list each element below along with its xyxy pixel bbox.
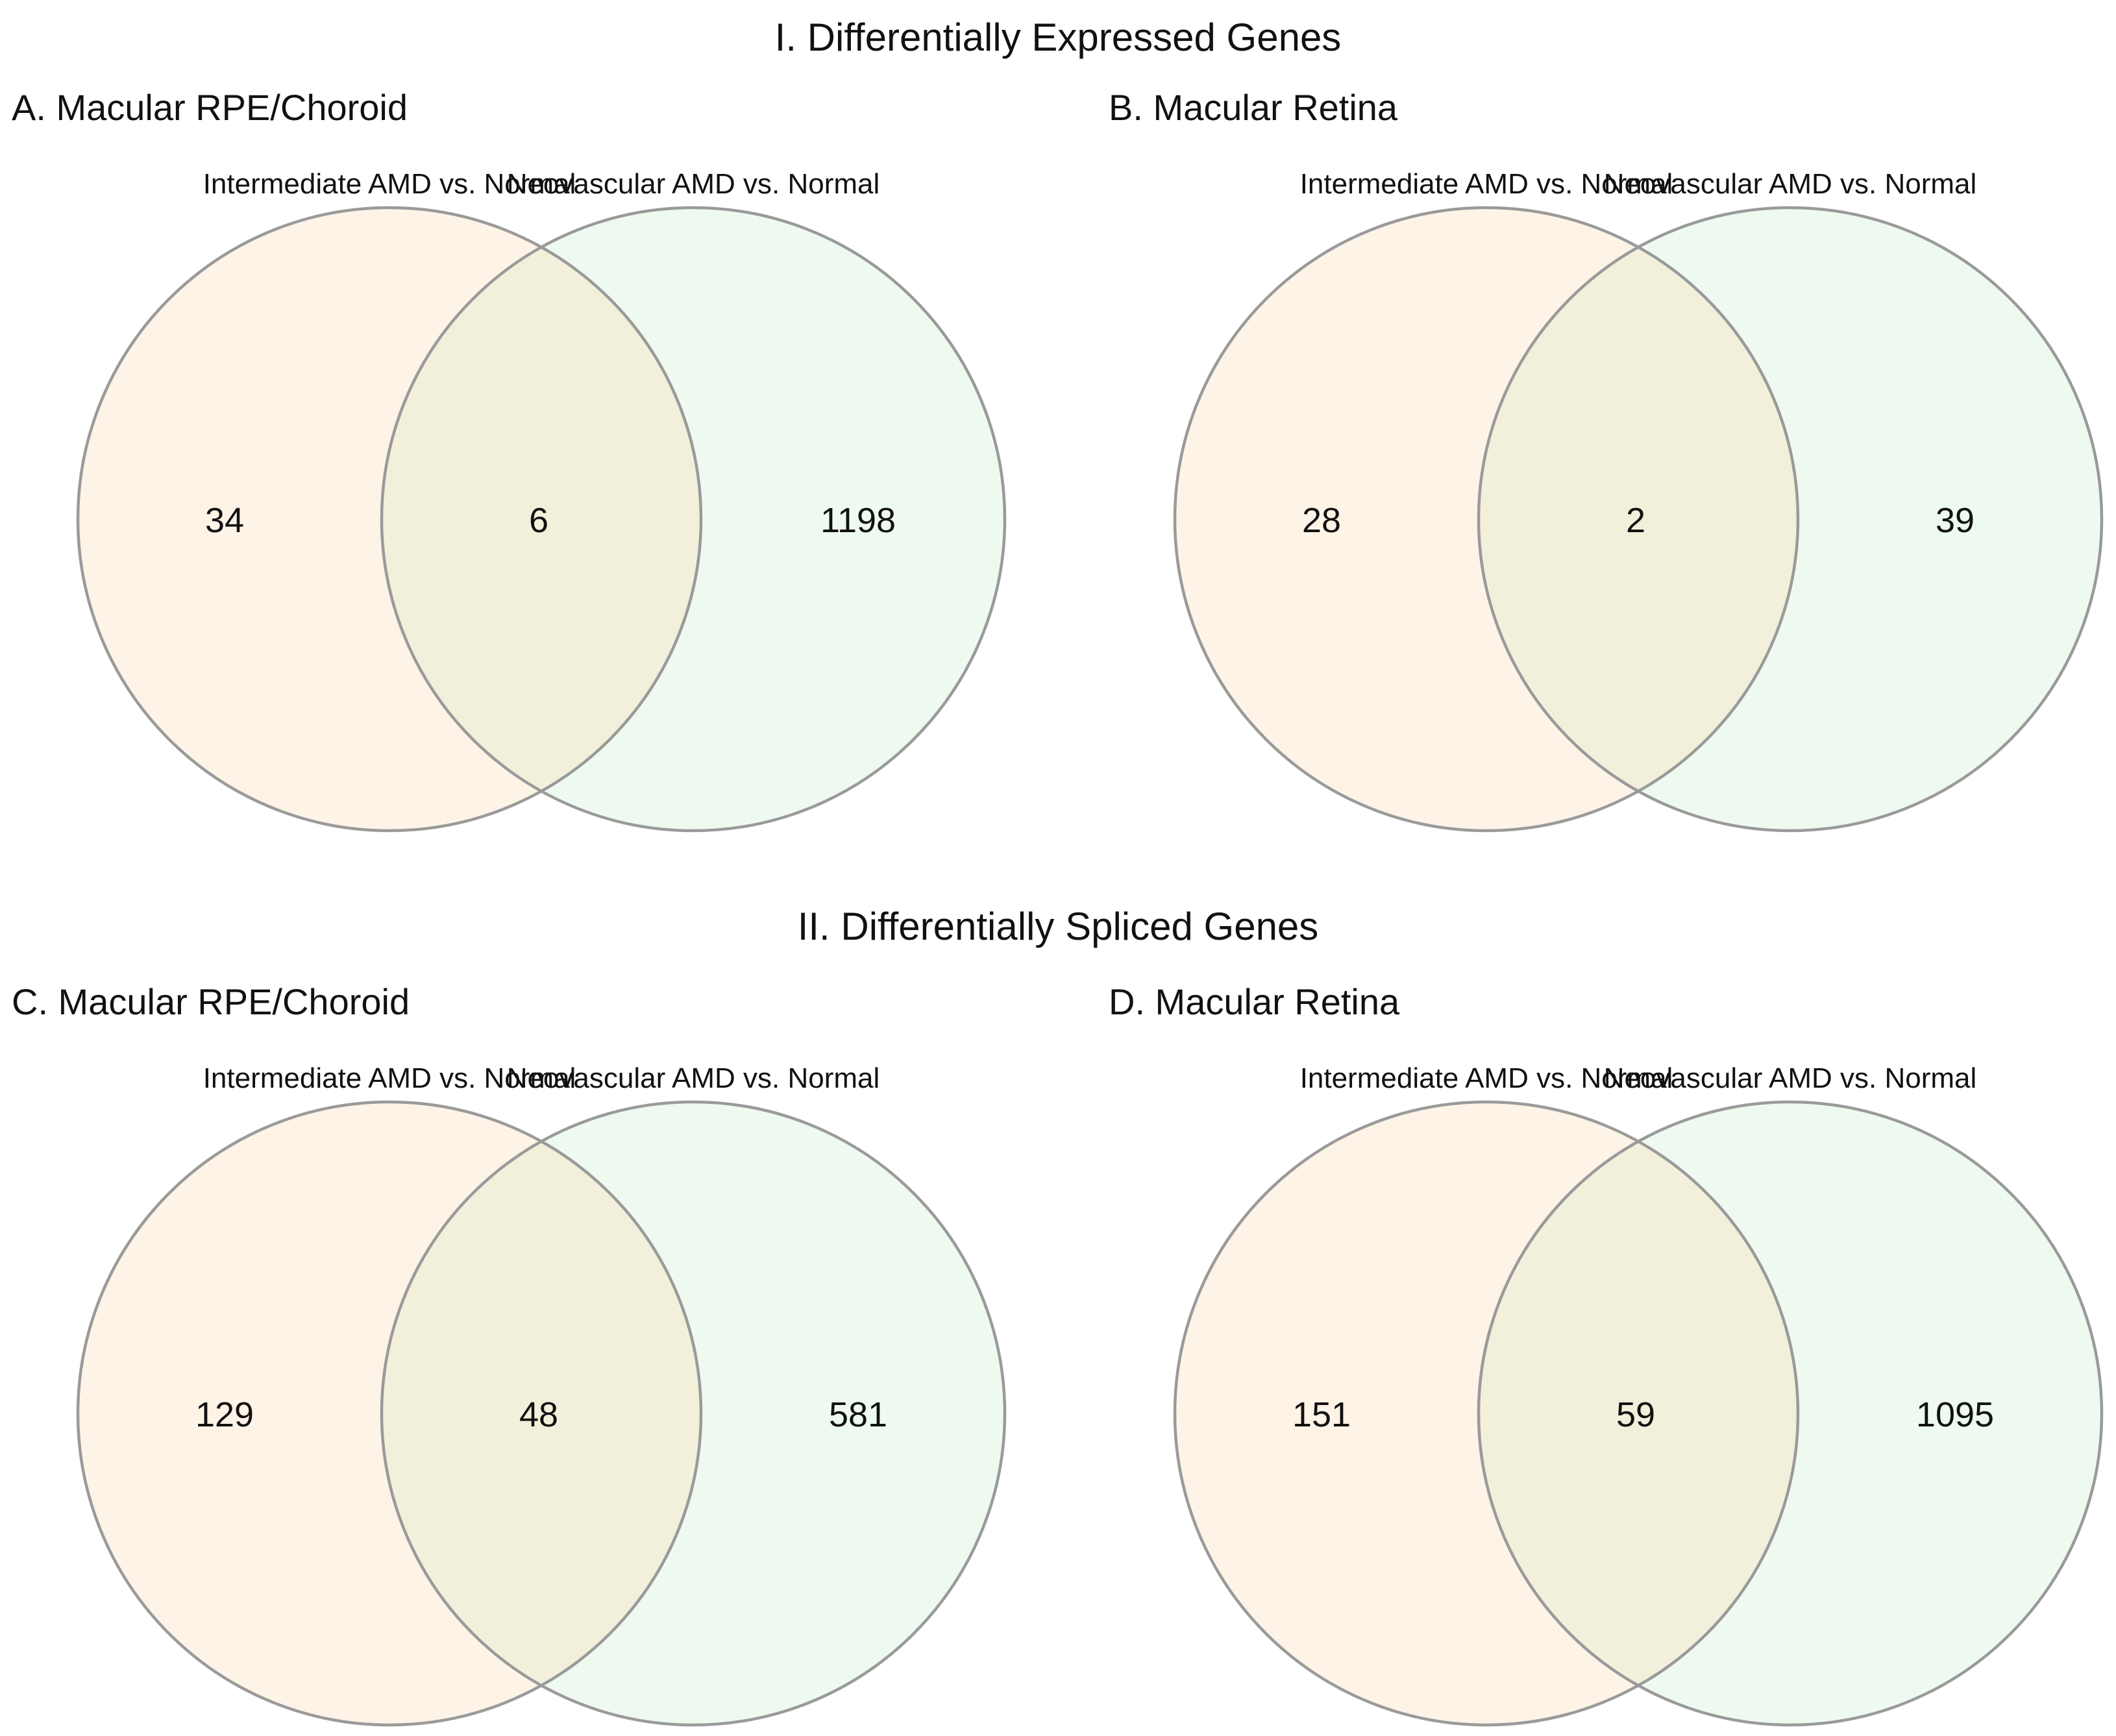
count-intermediate-only-d: 151	[1292, 1395, 1351, 1434]
overlap-region-d	[1479, 1102, 1798, 1725]
venn-panel-a: A. Macular RPE/Choroid Intermediate AMD v…	[12, 87, 1007, 833]
outline-intermediate-d	[1173, 1100, 1800, 1727]
panel-title-b: B. Macular Retina	[1109, 87, 1398, 128]
count-neovascular-only-d: 1095	[1916, 1395, 1994, 1434]
outline-neovascular-a	[380, 206, 1007, 833]
overlap-region-b	[1479, 208, 1798, 831]
count-overlap-a: 6	[529, 501, 548, 540]
venn-panels: A. Macular RPE/Choroid Intermediate AMD v…	[12, 87, 2104, 1727]
outline-neovascular-c	[380, 1100, 1007, 1727]
count-neovascular-only-b: 39	[1936, 501, 1975, 540]
venn-panel-b: B. Macular Retina Intermediate AMD vs. No…	[1109, 87, 2104, 833]
count-neovascular-only-a: 1198	[820, 501, 896, 540]
set-label-intermediate-b: Intermediate AMD vs. Normal	[1300, 168, 1673, 200]
outline-intermediate-c	[76, 1100, 703, 1727]
count-intermediate-only-b: 28	[1302, 501, 1341, 540]
section-title-spliced: II. Differentially Spliced Genes	[798, 905, 1319, 948]
set-label-intermediate-a: Intermediate AMD vs. Normal	[203, 168, 576, 200]
panel-title-c: C. Macular RPE/Choroid	[12, 981, 410, 1022]
count-intermediate-only-c: 129	[195, 1395, 254, 1434]
outline-neovascular-b	[1477, 206, 2104, 833]
set-label-intermediate-c: Intermediate AMD vs. Normal	[203, 1062, 576, 1094]
count-overlap-d: 59	[1616, 1395, 1655, 1434]
section-title-expressed: I. Differentially Expressed Genes	[775, 16, 1342, 59]
set-label-neovascular-a: Neovascular AMD vs. Normal	[507, 168, 880, 200]
count-neovascular-only-c: 581	[829, 1395, 887, 1434]
outline-intermediate-a	[76, 206, 703, 833]
overlap-region-a	[382, 208, 701, 831]
count-intermediate-only-a: 34	[205, 501, 244, 540]
set-label-neovascular-c: Neovascular AMD vs. Normal	[507, 1062, 880, 1094]
venn-panel-c: C. Macular RPE/Choroid Intermediate AMD v…	[12, 981, 1007, 1727]
set-label-intermediate-d: Intermediate AMD vs. Normal	[1300, 1062, 1673, 1094]
panel-title-d: D. Macular Retina	[1109, 981, 1400, 1022]
count-overlap-c: 48	[519, 1395, 558, 1434]
set-label-neovascular-b: Neovascular AMD vs. Normal	[1604, 168, 1977, 200]
overlap-region-c	[382, 1102, 701, 1725]
outline-intermediate-b	[1173, 206, 1800, 833]
venn-panel-d: D. Macular Retina Intermediate AMD vs. No…	[1109, 981, 2104, 1727]
set-label-neovascular-d: Neovascular AMD vs. Normal	[1604, 1062, 1977, 1094]
outline-neovascular-d	[1477, 1100, 2104, 1727]
panel-title-a: A. Macular RPE/Choroid	[12, 87, 408, 128]
count-overlap-b: 2	[1626, 501, 1645, 540]
